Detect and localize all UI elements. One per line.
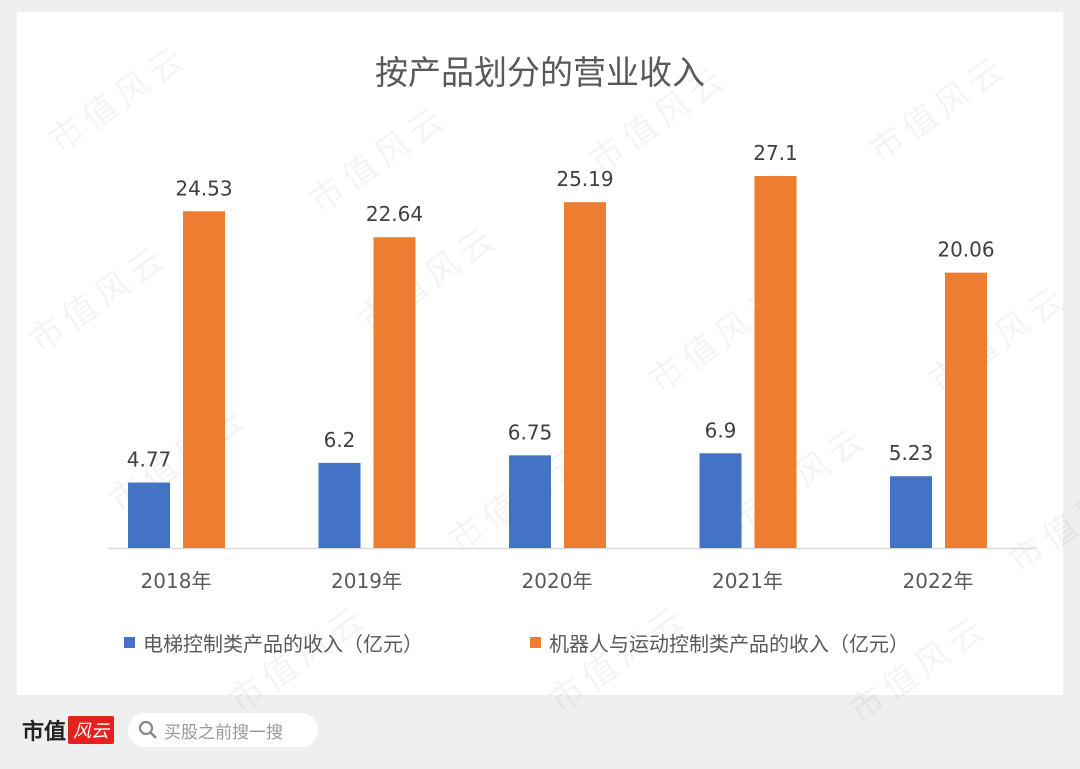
search-icon	[138, 720, 157, 739]
data-label: 6.75	[508, 420, 553, 444]
data-label: 25.19	[556, 167, 613, 191]
brand-name: 市值	[22, 719, 67, 745]
data-label: 24.53	[175, 176, 232, 200]
bar-robot-2020年	[564, 202, 606, 548]
data-label: 22.64	[366, 202, 423, 226]
legend-swatch	[124, 637, 135, 648]
x-tick-label: 2020年	[522, 569, 593, 593]
chart-title: 按产品划分的营业收入	[375, 53, 705, 92]
x-tick-label: 2019年	[331, 569, 402, 593]
x-tick-label: 2018年	[141, 569, 212, 593]
data-label: 5.23	[889, 441, 934, 465]
brand-logo: 风云	[68, 716, 115, 744]
bar-elevator-2019年	[318, 462, 361, 548]
data-label: 4.77	[127, 448, 172, 472]
data-label: 6.2	[324, 428, 356, 452]
bar-robot-2022年	[945, 272, 987, 548]
bar-robot-2018年	[183, 211, 225, 548]
search-box[interactable]: 买股之前搜一搜	[128, 713, 319, 747]
bar-robot-2021年	[754, 176, 797, 548]
footer: 市值 风云 买股之前搜一搜	[22, 712, 319, 748]
legend-label: 机器人与运动控制类产品的收入（亿元）	[549, 632, 909, 656]
legend-label: 电梯控制类产品的收入（亿元）	[143, 632, 423, 656]
data-label: 6.9	[705, 418, 737, 442]
chart-card: 市值风云市值风云市值风云市值风云市值风云市值风云市值风云市值风云市值风云市值风云…	[17, 12, 1080, 732]
legend-swatch	[530, 637, 541, 648]
search-placeholder: 买股之前搜一搜	[164, 722, 284, 743]
bar-chart: 按产品划分的营业收入 4.77 24.53 2018年 6.2 22.64 2019年 6.7…	[108, 53, 1036, 656]
x-tick-label: 2021年	[712, 569, 783, 593]
bar-elevator-2018年	[128, 482, 170, 548]
data-label: 20.06	[937, 238, 994, 262]
bar-elevator-2021年	[699, 453, 742, 548]
x-tick-label: 2022年	[903, 569, 974, 593]
bar-elevator-2022年	[890, 476, 932, 548]
bar-robot-2019年	[373, 237, 416, 548]
data-label: 27.1	[753, 141, 798, 165]
bar-elevator-2020年	[509, 455, 551, 548]
